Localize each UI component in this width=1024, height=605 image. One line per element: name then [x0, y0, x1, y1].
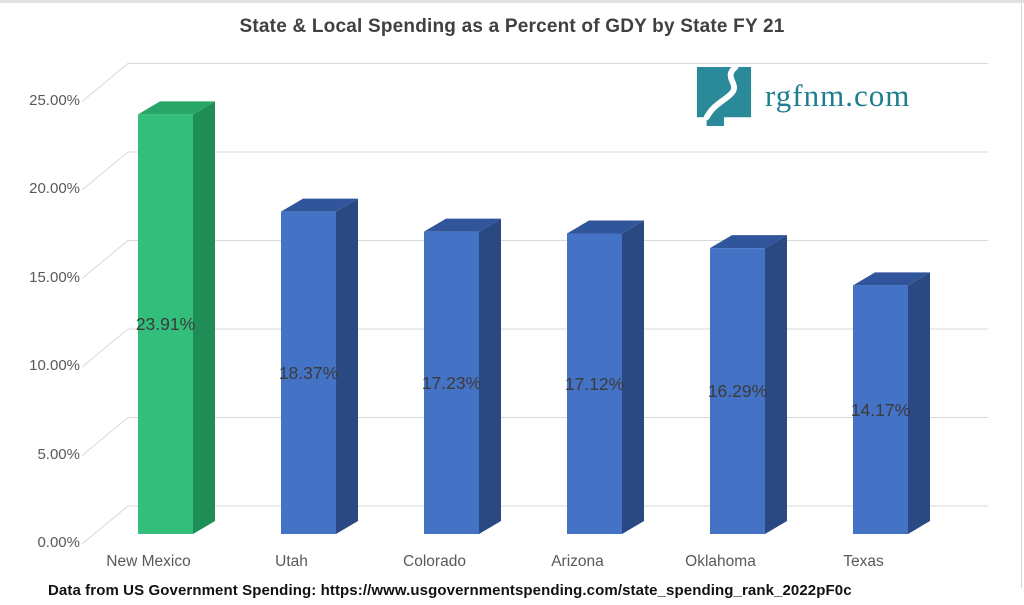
bar-side-face	[336, 198, 358, 534]
bar-arizona	[567, 220, 644, 534]
bar-front-face	[853, 285, 908, 534]
data-source-caption: Data from US Government Spending: https:…	[48, 582, 852, 599]
bar-front-face	[567, 233, 622, 534]
y-axis-tick-label: 10.00%	[29, 357, 80, 374]
bar-value-label: 18.37%	[278, 362, 339, 383]
y-axis-tick-label: 0.00%	[37, 534, 80, 551]
y-axis-tick-label: 20.00%	[29, 180, 80, 197]
bar-side-face	[193, 101, 215, 534]
bar-value-label: 17.12%	[564, 373, 625, 394]
bar-front-face	[424, 231, 479, 534]
bar-new-mexico	[138, 101, 215, 534]
window-top-edge	[0, 0, 1024, 3]
y-axis-tick-label: 15.00%	[29, 268, 80, 286]
gridline	[81, 63, 988, 102]
x-axis-category-label: Texas	[843, 553, 884, 570]
x-axis-category-label: Colorado	[403, 553, 466, 570]
site-logo-text: rgfnm.com	[765, 78, 911, 113]
bar-value-label: 16.29%	[707, 381, 768, 402]
x-axis-category-label: Utah	[275, 553, 308, 570]
bar-side-face	[622, 220, 644, 534]
gridline	[81, 151, 988, 191]
bar-top-face	[710, 235, 787, 249]
bar-front-face	[281, 211, 336, 534]
bar-side-face	[908, 272, 930, 534]
gridline	[81, 505, 988, 545]
bar-front-face	[138, 114, 193, 534]
gridline	[81, 417, 988, 456]
bar-value-label: 17.23%	[421, 372, 482, 393]
bar-top-face	[281, 198, 358, 212]
bar-oklahoma	[710, 235, 787, 534]
new-mexico-state-icon	[696, 66, 752, 126]
bar-top-face	[424, 218, 501, 232]
bar-front-face	[710, 248, 765, 534]
bar-utah	[281, 198, 358, 534]
chart-title: State & Local Spending as a Percent of G…	[239, 16, 785, 37]
bar-top-face	[567, 220, 644, 234]
bar-top-face	[853, 272, 930, 286]
x-axis-category-label: Oklahoma	[685, 553, 756, 570]
x-axis-category-label: New Mexico	[106, 553, 191, 570]
y-axis-tick-label: 5.00%	[37, 445, 80, 463]
bar-side-face	[479, 218, 501, 534]
site-logo: rgfnm.com	[695, 64, 935, 130]
bar-value-label: 23.91%	[135, 314, 196, 335]
bar-side-face	[765, 235, 787, 534]
x-axis-category-label: Arizona	[551, 553, 604, 570]
gridline	[81, 328, 988, 368]
bar-top-face	[138, 101, 215, 115]
bar-value-label: 14.17%	[850, 399, 911, 420]
bar-texas	[853, 272, 930, 534]
chart-right-border	[1021, 3, 1022, 588]
bar-colorado	[424, 218, 501, 534]
gridline	[81, 240, 988, 279]
y-axis-tick-label: 25.00%	[29, 91, 80, 109]
